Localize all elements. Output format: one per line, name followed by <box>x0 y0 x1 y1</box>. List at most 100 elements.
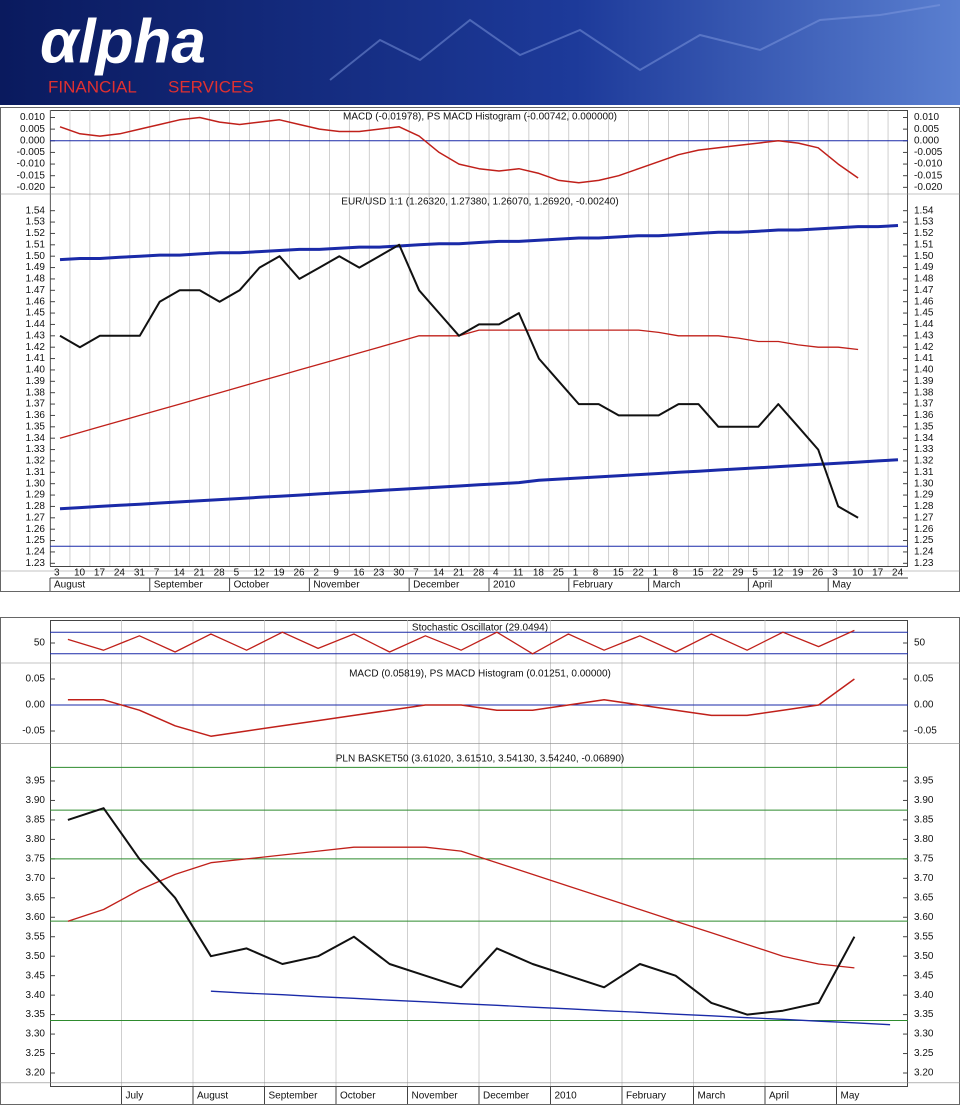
y-tick-label: 0.005 <box>20 124 45 135</box>
y-tick-label: 1.39 <box>26 376 46 387</box>
series-line <box>210 990 891 1026</box>
y-tick-label: -0.010 <box>914 159 943 170</box>
x-tick-label: 9 <box>333 568 339 579</box>
y-tick-label: 3.70 <box>914 873 934 884</box>
y-tick-label: 1.44 <box>914 319 934 330</box>
y-tick-label: 1.25 <box>26 535 46 546</box>
y-tick-label: 1.30 <box>914 478 934 489</box>
y-tick-label: 1.53 <box>26 217 46 228</box>
x-tick-label: 28 <box>473 568 485 579</box>
y-tick-label: 1.33 <box>914 444 934 455</box>
y-tick-label: 3.30 <box>26 1029 46 1040</box>
y-tick-label: 1.44 <box>26 319 46 330</box>
y-tick-label: 3.85 <box>26 815 46 826</box>
month-label: March <box>653 580 681 591</box>
y-tick-label: 1.47 <box>26 285 46 296</box>
month-label: April <box>752 580 772 591</box>
y-tick-label: 1.52 <box>26 228 46 239</box>
y-tick-label: 1.42 <box>26 342 46 353</box>
x-tick-label: 12 <box>772 568 784 579</box>
x-tick-label: 24 <box>114 568 126 579</box>
y-tick-label: 1.39 <box>914 376 934 387</box>
y-tick-label: -0.020 <box>914 182 943 193</box>
x-tick-label: 11 <box>513 568 524 579</box>
y-tick-label: 1.34 <box>914 433 934 444</box>
x-tick-label: 8 <box>593 568 599 579</box>
month-label: March <box>698 1091 726 1102</box>
y-tick-label: 3.80 <box>914 834 934 845</box>
y-tick-label: 1.38 <box>914 387 934 398</box>
y-tick-label: 0.005 <box>914 124 939 135</box>
series-line <box>67 846 855 969</box>
y-tick-label: 1.31 <box>914 467 934 478</box>
y-tick-label: 3.85 <box>914 815 934 826</box>
y-tick-label: -0.010 <box>17 159 46 170</box>
y-tick-label: 50 <box>914 638 926 649</box>
y-tick-label: 3.95 <box>914 776 934 787</box>
x-tick-label: 10 <box>852 568 864 579</box>
y-tick-label: 1.30 <box>26 478 46 489</box>
x-tick-label: 5 <box>752 568 758 579</box>
x-tick-label: 26 <box>293 568 305 579</box>
y-tick-label: 1.33 <box>26 444 46 455</box>
y-tick-label: 1.26 <box>914 524 934 535</box>
y-tick-label: 3.45 <box>914 970 934 981</box>
y-tick-label: 3.25 <box>914 1048 934 1059</box>
panel-title: MACD (0.05819), PS MACD Histogram (0.012… <box>349 669 611 680</box>
y-tick-label: 3.20 <box>914 1068 934 1079</box>
y-tick-label: 1.38 <box>26 387 46 398</box>
y-tick-label: 1.40 <box>914 365 934 376</box>
y-tick-label: 0.010 <box>20 112 45 123</box>
y-tick-label: 1.35 <box>914 421 934 432</box>
y-tick-label: 3.40 <box>26 990 46 1001</box>
series-line <box>59 243 859 519</box>
y-tick-label: 1.26 <box>26 524 46 535</box>
y-tick-label: 1.28 <box>914 501 934 512</box>
y-tick-label: 1.43 <box>26 330 46 341</box>
x-tick-label: 4 <box>493 568 499 579</box>
y-tick-label: 3.20 <box>26 1068 46 1079</box>
panel-title: Stochastic Oscillator (29.0494) <box>412 623 548 634</box>
month-label: May <box>832 580 851 591</box>
y-tick-label: 1.24 <box>26 547 46 558</box>
month-label: November <box>313 580 360 591</box>
x-tick-label: 2 <box>313 568 319 579</box>
x-tick-label: 24 <box>892 568 904 579</box>
x-tick-label: 7 <box>413 568 419 579</box>
x-tick-label: 3 <box>832 568 838 579</box>
x-tick-label: 16 <box>353 568 365 579</box>
y-tick-label: -0.05 <box>914 726 937 737</box>
x-tick-label: 28 <box>214 568 226 579</box>
series-line <box>59 458 899 511</box>
y-tick-label: 1.37 <box>914 399 934 410</box>
y-tick-label: 1.31 <box>26 467 46 478</box>
y-tick-label: 1.51 <box>26 239 46 250</box>
y-tick-label: 1.35 <box>26 421 46 432</box>
x-tick-label: 19 <box>273 568 285 579</box>
month-label: September <box>269 1091 319 1102</box>
x-tick-label: 21 <box>453 568 465 579</box>
series-line <box>59 116 859 184</box>
y-tick-label: 3.40 <box>914 990 934 1001</box>
x-tick-label: 22 <box>633 568 645 579</box>
y-tick-label: 3.75 <box>914 853 934 864</box>
y-tick-label: 1.34 <box>26 433 46 444</box>
series-line <box>67 807 856 1016</box>
y-tick-label: 3.45 <box>26 970 46 981</box>
x-tick-label: 3 <box>54 568 60 579</box>
x-tick-label: 30 <box>393 568 405 579</box>
y-tick-label: 1.45 <box>914 308 934 319</box>
month-label: February <box>573 580 613 591</box>
y-tick-label: 1.47 <box>914 285 934 296</box>
x-tick-label: 18 <box>533 568 545 579</box>
y-tick-label: 1.23 <box>914 558 934 569</box>
y-tick-label: 3.60 <box>914 912 934 923</box>
y-tick-label: 0.000 <box>20 135 45 146</box>
y-tick-label: 1.42 <box>914 342 934 353</box>
month-label: 2010 <box>555 1091 578 1102</box>
header-bg <box>0 0 960 105</box>
y-tick-label: 3.65 <box>26 892 46 903</box>
y-tick-label: 1.41 <box>914 353 934 364</box>
month-label: August <box>54 580 85 591</box>
x-tick-label: 17 <box>94 568 106 579</box>
